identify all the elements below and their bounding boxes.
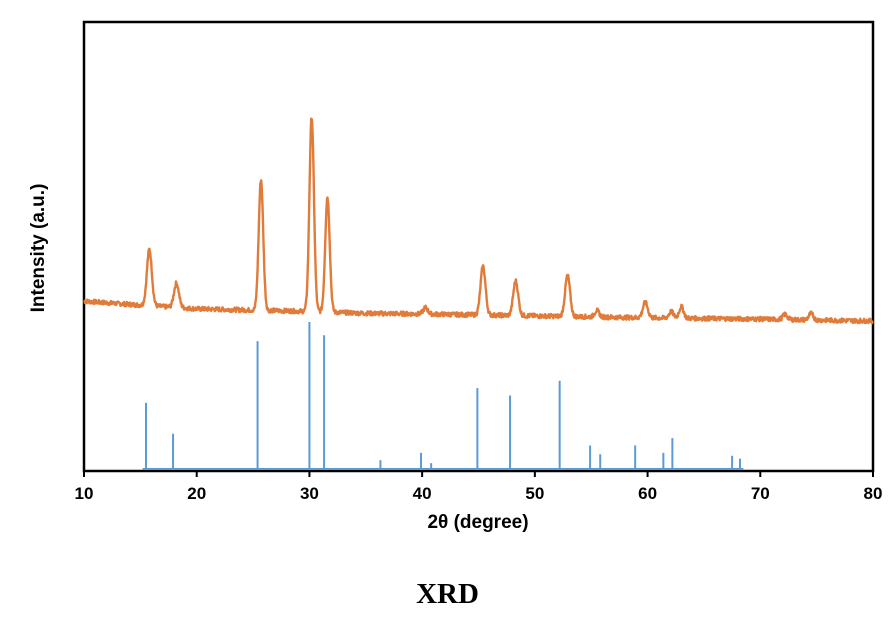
x-axis-label: 2θ (degree) [427,512,528,533]
xrd-chart: 10 20 30 40 50 60 70 80 2θ (degree) Intensity (… [28,20,883,533]
x-tick-label: 40 [413,484,432,503]
x-tick-label: 60 [638,484,657,503]
x-tick-label: 20 [187,484,206,503]
x-axis-ticks: 10 20 30 40 50 60 70 80 [75,471,883,503]
plot-frame [82,20,875,473]
measured-pattern-line [83,117,874,325]
x-tick-label: 50 [525,484,544,503]
x-tick-label: 10 [75,484,94,503]
x-tick-label: 80 [864,484,883,503]
y-axis-label: Intensity (a.u.) [28,184,49,313]
figure-caption: XRD [416,578,479,610]
x-tick-label: 30 [300,484,319,503]
x-tick-label: 70 [751,484,770,503]
reference-pattern [142,322,744,470]
